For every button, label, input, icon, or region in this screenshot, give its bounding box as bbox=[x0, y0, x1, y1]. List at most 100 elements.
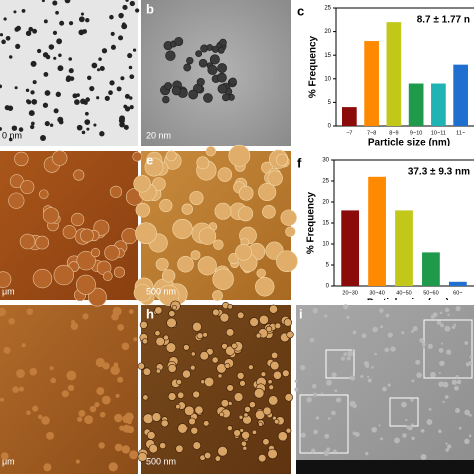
particle bbox=[209, 54, 220, 65]
particle bbox=[53, 264, 74, 286]
particle bbox=[248, 401, 256, 409]
y-tick-label: 25 bbox=[322, 179, 329, 185]
bar-chart: 0 5 10 15 20 25 ~7 7~8 8~9 9~10 10~11 11~ 8.7 ± 1.77… bbox=[308, 6, 474, 146]
particle bbox=[438, 429, 442, 434]
particle bbox=[416, 372, 423, 379]
particle bbox=[453, 385, 459, 391]
particle bbox=[14, 27, 20, 32]
particle bbox=[270, 360, 280, 371]
particle bbox=[323, 450, 330, 456]
panel-label: e bbox=[146, 152, 153, 167]
particle bbox=[217, 373, 223, 379]
particle bbox=[25, 30, 32, 37]
y-axis-label: % Frequency bbox=[308, 35, 319, 98]
particle bbox=[384, 347, 390, 353]
particle bbox=[52, 0, 58, 6]
particle bbox=[340, 356, 346, 361]
particle bbox=[379, 308, 384, 313]
particle bbox=[104, 244, 120, 261]
particle bbox=[284, 393, 294, 402]
scale-label: μm bbox=[2, 286, 15, 296]
bar bbox=[431, 83, 446, 126]
particle bbox=[26, 99, 30, 104]
particle bbox=[71, 212, 85, 227]
particle bbox=[77, 416, 83, 422]
particle bbox=[237, 311, 245, 320]
particle bbox=[352, 330, 357, 335]
particle bbox=[268, 384, 275, 391]
particle bbox=[335, 397, 342, 403]
particle bbox=[102, 271, 113, 282]
particle bbox=[190, 250, 201, 261]
particle bbox=[465, 362, 470, 367]
particle bbox=[331, 410, 336, 416]
particle bbox=[204, 376, 215, 387]
particle bbox=[283, 318, 293, 327]
particle bbox=[160, 419, 169, 428]
particle bbox=[0, 126, 2, 131]
particle bbox=[204, 451, 212, 460]
particle bbox=[123, 124, 129, 130]
particle bbox=[121, 445, 131, 454]
particle bbox=[233, 392, 244, 402]
particle bbox=[101, 395, 111, 405]
particle bbox=[217, 46, 225, 54]
particle bbox=[0, 397, 5, 402]
particle bbox=[447, 313, 450, 317]
particle bbox=[114, 413, 123, 423]
particle bbox=[469, 355, 473, 359]
particle bbox=[219, 312, 230, 323]
particle bbox=[273, 418, 280, 425]
particle bbox=[30, 90, 35, 95]
particle bbox=[189, 190, 204, 206]
y-tick-label: 30 bbox=[322, 158, 329, 164]
particle bbox=[129, 104, 134, 110]
particle bbox=[151, 412, 162, 422]
y-axis-label: % Frequency bbox=[306, 191, 317, 254]
particle bbox=[57, 65, 64, 72]
particle bbox=[167, 392, 177, 401]
particle bbox=[217, 167, 233, 182]
particle bbox=[439, 360, 445, 367]
particle bbox=[258, 314, 269, 325]
particle bbox=[59, 20, 65, 26]
particle bbox=[164, 82, 173, 91]
particle bbox=[135, 202, 151, 218]
particle bbox=[146, 431, 156, 440]
particle bbox=[90, 248, 101, 258]
zoom-box bbox=[389, 397, 419, 427]
particle bbox=[446, 349, 452, 355]
particle bbox=[67, 384, 75, 392]
particle bbox=[101, 48, 108, 54]
particle bbox=[29, 367, 38, 376]
particle bbox=[212, 308, 220, 317]
particle bbox=[61, 390, 69, 398]
particle bbox=[387, 332, 393, 338]
particle bbox=[182, 369, 191, 379]
particle bbox=[346, 356, 351, 361]
particle bbox=[43, 72, 49, 77]
particle bbox=[84, 119, 91, 125]
particle bbox=[35, 235, 50, 250]
particle bbox=[109, 14, 114, 20]
particle bbox=[354, 432, 360, 437]
particle bbox=[96, 96, 100, 100]
particle bbox=[454, 407, 460, 413]
particle bbox=[1, 39, 6, 45]
bar bbox=[453, 64, 468, 126]
particle bbox=[111, 312, 119, 321]
scale-label: 500 nm bbox=[146, 456, 176, 466]
particle bbox=[458, 426, 462, 430]
particle bbox=[162, 269, 176, 283]
particle bbox=[76, 251, 96, 271]
particle bbox=[438, 381, 444, 388]
particle bbox=[25, 88, 30, 93]
particle bbox=[18, 386, 24, 392]
particle bbox=[8, 318, 15, 325]
particle bbox=[225, 328, 235, 337]
x-tick-label: ~7 bbox=[346, 130, 352, 136]
particle bbox=[43, 19, 48, 24]
particle bbox=[74, 99, 80, 105]
particle bbox=[444, 325, 451, 332]
particle bbox=[139, 320, 148, 329]
